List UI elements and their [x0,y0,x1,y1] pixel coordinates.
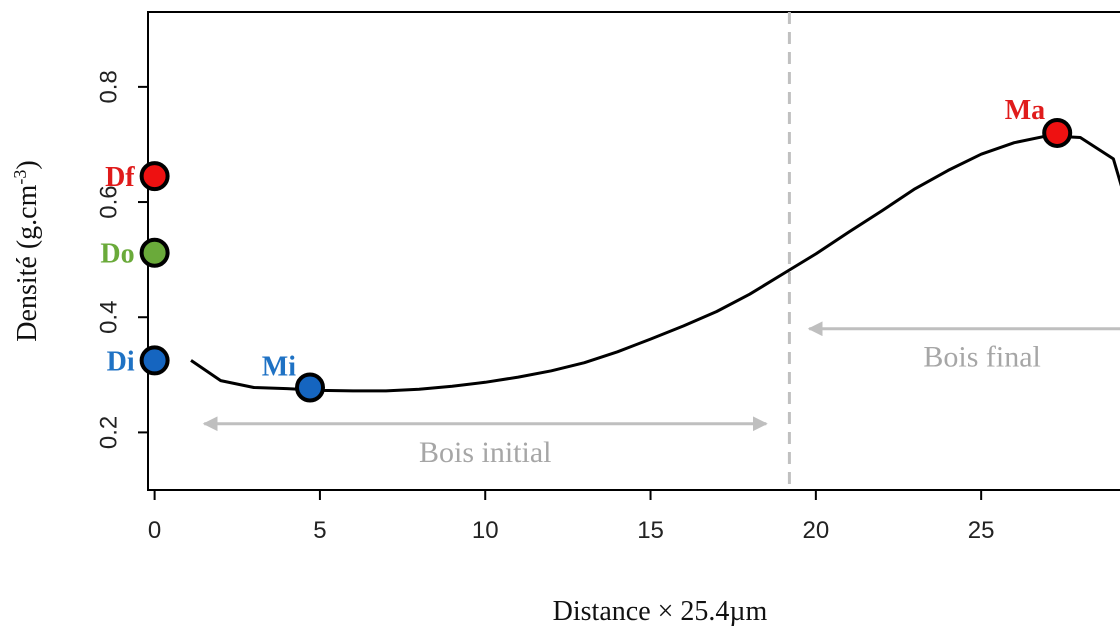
y-tick-label: 0.8 [95,70,122,103]
x-tick-label: 25 [968,517,995,544]
region-label: Bois final [923,341,1041,374]
point-label-df: Df [105,162,135,193]
point-mi [295,372,326,403]
point-label-mi: Mi [262,351,296,382]
point-label-di: Di [107,346,135,377]
y-axis: 0.2 0.4 0.6 0.8 [95,70,148,449]
region-label: Bois initial [419,436,552,469]
point-label-do: Do [100,239,134,270]
x-axis-title: Distance × 25.4µm [553,596,768,627]
x-tick-label: 10 [472,517,499,544]
points: Df Do Di Mi Ma [100,95,1073,403]
x-tick-label: 0 [148,517,161,544]
point-df [139,161,170,192]
density-line [190,134,1120,393]
y-axis-title-sup: -3 [10,170,30,185]
plot-frame [147,11,1120,491]
y-tick-label: 0.4 [95,301,122,334]
y-tick-label: 0.2 [95,416,122,449]
series [190,134,1120,393]
x-axis: 051015202530 [148,489,1120,544]
y-axis-title-close: ) [12,160,43,169]
point-di [139,345,170,376]
point-label-ma: Ma [1005,95,1045,126]
x-tick-label: 15 [637,517,664,544]
x-tick-label: 20 [802,517,829,544]
y-axis-title-main: Densité (g.cm [12,184,43,341]
annotations: Bois initial Bois final [202,12,1120,490]
point-do [139,237,170,268]
y-axis-title: Densité (g.cm-3) [10,160,43,341]
point-ma [1042,117,1073,148]
y-tick-label: 0.6 [95,185,122,218]
x-tick-label: 5 [313,517,326,544]
